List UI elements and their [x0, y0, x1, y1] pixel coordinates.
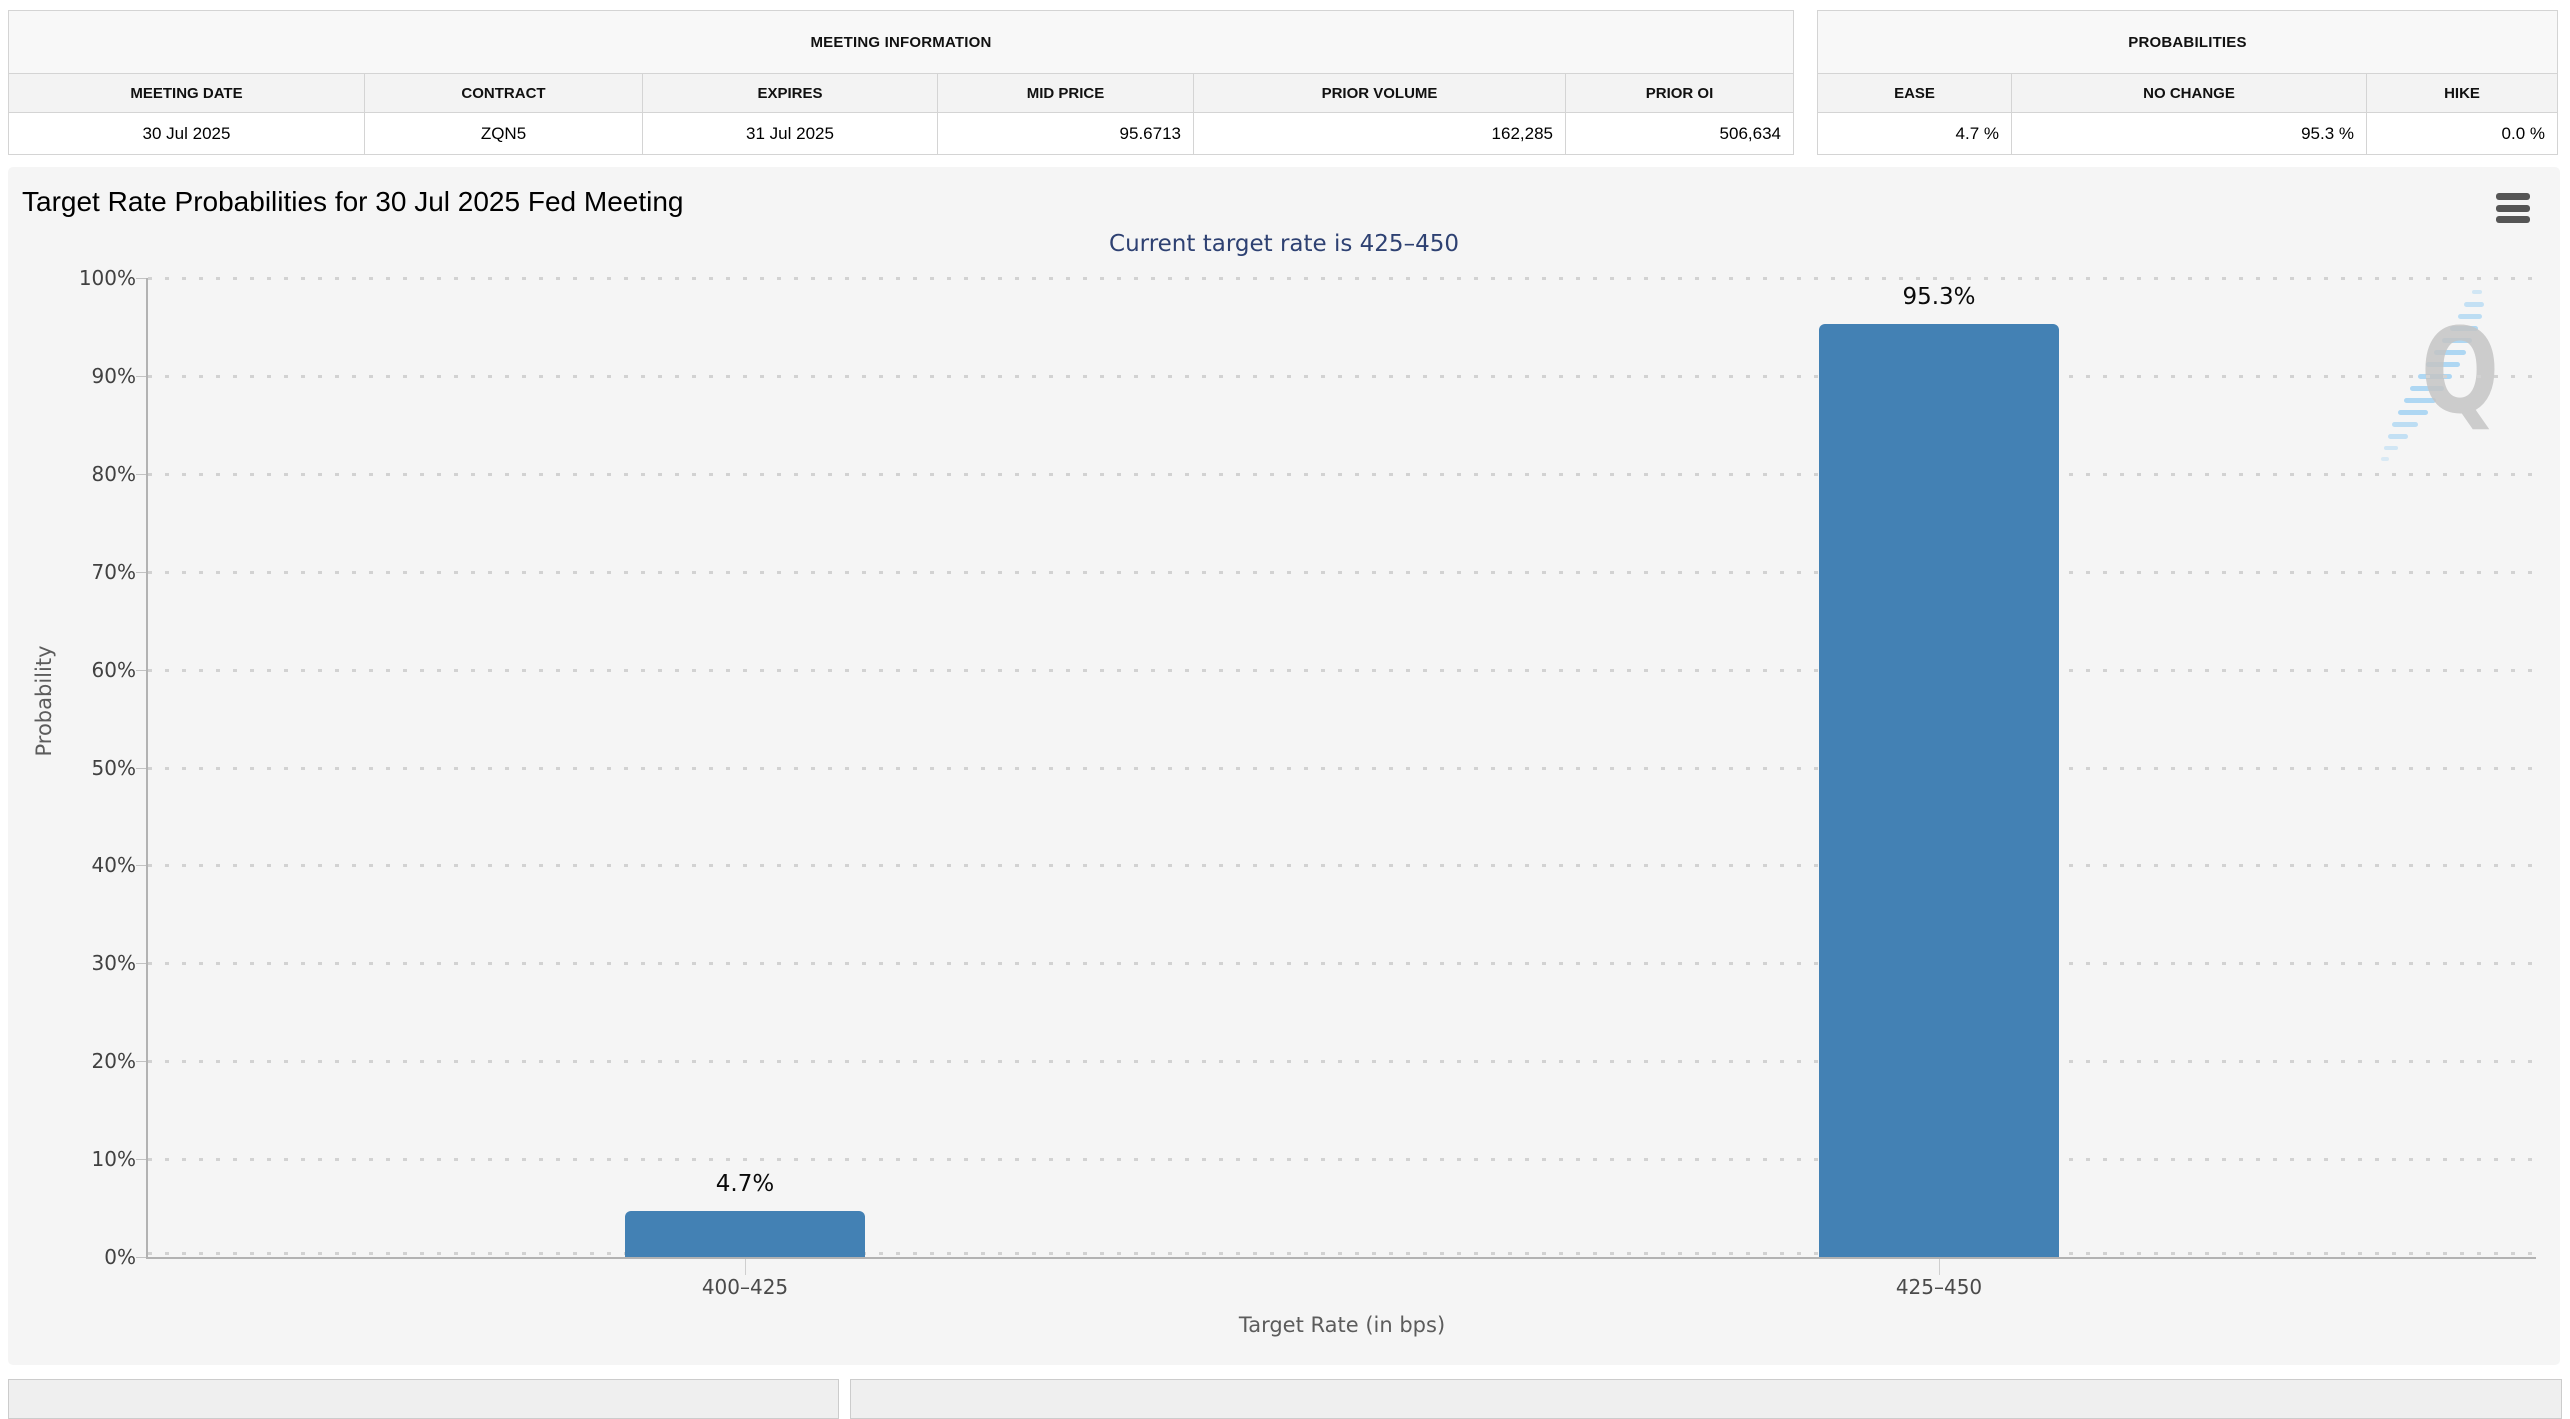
y-gridline	[148, 570, 2536, 574]
meeting-information-table-title: MEETING INFORMATION	[9, 11, 1793, 74]
meeting-information-header-row: MEETING DATE CONTRACT EXPIRES MID PRICE …	[9, 74, 1793, 113]
chart-panel: Target Rate Probabilities for 30 Jul 202…	[8, 167, 2560, 1365]
y-axis-tick-label: 90%	[91, 363, 136, 388]
cell-meeting-date: 30 Jul 2025	[9, 113, 365, 154]
y-tick	[136, 1159, 146, 1161]
probabilities-table-title: PROBABILITIES	[1818, 11, 2557, 74]
y-tick	[136, 278, 146, 279]
y-tick	[136, 1061, 146, 1063]
y-gridline	[148, 1252, 2536, 1255]
bottom-panel-left	[8, 1379, 839, 1419]
y-tick	[136, 1257, 146, 1258]
column-header-hike: HIKE	[2444, 84, 2480, 102]
cell-prior-oi: 506,634	[1719, 123, 1781, 143]
quikstrike-watermark-icon: Q	[2381, 290, 2499, 461]
y-axis-tick-label: 30%	[91, 951, 136, 976]
cell-hike-probability: 0.0 %	[2501, 123, 2545, 143]
column-header-mid-price: MID PRICE	[938, 74, 1194, 112]
y-gridline	[148, 766, 2536, 770]
cell-contract: ZQN5	[365, 113, 643, 154]
y-gridline	[148, 668, 2536, 672]
column-header-contract: CONTRACT	[365, 74, 643, 112]
probabilities-table: PROBABILITIES EASE NO CHANGE HIKE 4.7 % …	[1817, 10, 2558, 155]
x-tick	[1939, 1259, 1940, 1275]
column-header-ease: EASE	[1818, 74, 2012, 112]
hamburger-icon	[2496, 216, 2530, 223]
y-gridline	[148, 1158, 2536, 1162]
column-header-expires: EXPIRES	[643, 74, 938, 112]
cell-expires: 31 Jul 2025	[643, 113, 938, 154]
y-tick	[136, 767, 146, 769]
y-axis-tick-label: 50%	[91, 755, 136, 780]
column-header-meeting-date: MEETING DATE	[9, 74, 365, 112]
bar-chart-plot: 0% 10% 20% 30% 40% 50% 60% 70% 80% 90% 100% 4.7% 400…	[8, 167, 2560, 1365]
probability-bar[interactable]	[1819, 324, 2059, 1257]
meeting-information-table: MEETING INFORMATION MEETING DATE CONTRAC…	[8, 10, 1794, 155]
y-tick	[136, 669, 146, 671]
y-axis-tick-label: 40%	[91, 853, 136, 878]
y-tick	[136, 963, 146, 965]
y-axis-tick-label: 0%	[104, 1245, 136, 1269]
y-tick	[136, 375, 146, 377]
bar-value-label: 95.3%	[1902, 284, 1976, 310]
y-tick	[136, 865, 146, 867]
column-header-prior-volume: PRIOR VOLUME	[1194, 74, 1566, 112]
x-axis-line	[148, 1257, 2536, 1259]
probabilities-data-row: 4.7 % 95.3 % 0.0 %	[1818, 113, 2557, 154]
cell-ease-probability: 4.7 %	[1818, 113, 2012, 154]
column-header-prior-oi: PRIOR OI	[1645, 84, 1714, 102]
y-axis-line	[146, 278, 148, 1259]
hamburger-icon	[2496, 193, 2530, 200]
y-axis-tick-label: 60%	[91, 657, 136, 682]
y-gridline	[148, 864, 2536, 868]
y-axis-title: Probability	[32, 645, 56, 757]
chart-subtitle: Current target rate is 425–450	[1109, 231, 1459, 257]
probabilities-header-row: EASE NO CHANGE HIKE	[1818, 74, 2557, 113]
chart-menu-button[interactable]	[2496, 193, 2530, 223]
y-gridline	[148, 472, 2536, 476]
x-category-label: 400–425	[701, 1275, 789, 1299]
x-axis-title: Target Rate (in bps)	[1238, 1313, 1446, 1337]
chart-title: Target Rate Probabilities for 30 Jul 202…	[22, 186, 684, 217]
bottom-panel-right	[850, 1379, 2562, 1419]
y-tick	[136, 473, 146, 475]
y-gridline	[148, 1060, 2536, 1064]
y-gridline	[148, 277, 2536, 280]
y-gridline	[148, 962, 2536, 966]
y-axis-tick-label: 20%	[91, 1049, 136, 1074]
cell-mid-price: 95.6713	[938, 113, 1194, 154]
cell-no-change-probability: 95.3 %	[2012, 113, 2367, 154]
bar-value-label: 4.7%	[715, 1170, 775, 1197]
svg-text:Q: Q	[2421, 303, 2499, 440]
cell-prior-volume: 162,285	[1194, 113, 1566, 154]
y-axis-tick-label: 100%	[78, 266, 136, 290]
x-category-label: 425–450	[1895, 1275, 1983, 1299]
y-axis-tick-label: 80%	[91, 461, 136, 486]
hamburger-icon	[2496, 204, 2530, 212]
meeting-information-data-row: 30 Jul 2025 ZQN5 31 Jul 2025 95.6713 162…	[9, 113, 1793, 154]
y-axis-tick-label: 10%	[91, 1147, 136, 1172]
y-gridline	[148, 374, 2536, 378]
y-axis-tick-label: 70%	[91, 559, 136, 584]
probability-bar[interactable]	[625, 1210, 865, 1257]
x-tick	[745, 1259, 746, 1275]
y-tick	[136, 571, 146, 573]
column-header-no-change: NO CHANGE	[2012, 74, 2367, 112]
